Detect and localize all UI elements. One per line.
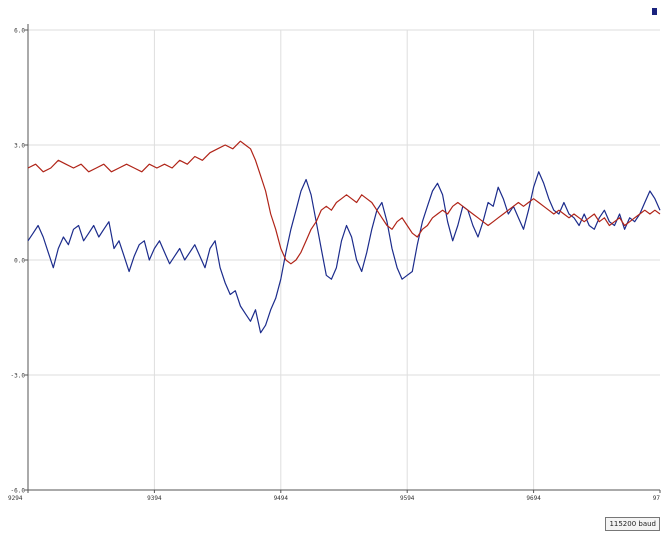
baud-rate-selector[interactable]: 115200 baud [605, 517, 660, 531]
baud-rate-label: 115200 baud [609, 520, 656, 528]
y-tick-label: 0.0 [14, 258, 25, 265]
y-tick-label: 3.0 [14, 143, 25, 150]
x-tick-label: 9494 [274, 495, 289, 502]
y-tick-label: 6.0 [14, 28, 25, 35]
status-bar: 115200 baud [0, 512, 662, 533]
series-lines [28, 141, 660, 333]
x-tick-label: 9394 [147, 495, 162, 502]
legend-color-marker [652, 8, 657, 15]
y-tick-label: -6.0 [11, 488, 26, 495]
series-line-red [28, 141, 660, 264]
y-tick-label: -3.0 [11, 373, 26, 380]
x-tick-label: 9694 [526, 495, 541, 502]
grid-lines [28, 30, 660, 490]
axes [25, 24, 660, 493]
x-tick-label: 9594 [400, 495, 415, 502]
series-line-blue [28, 172, 660, 333]
x-tick-label: 9294 [8, 495, 23, 502]
x-tick-label: 97 [653, 495, 661, 502]
